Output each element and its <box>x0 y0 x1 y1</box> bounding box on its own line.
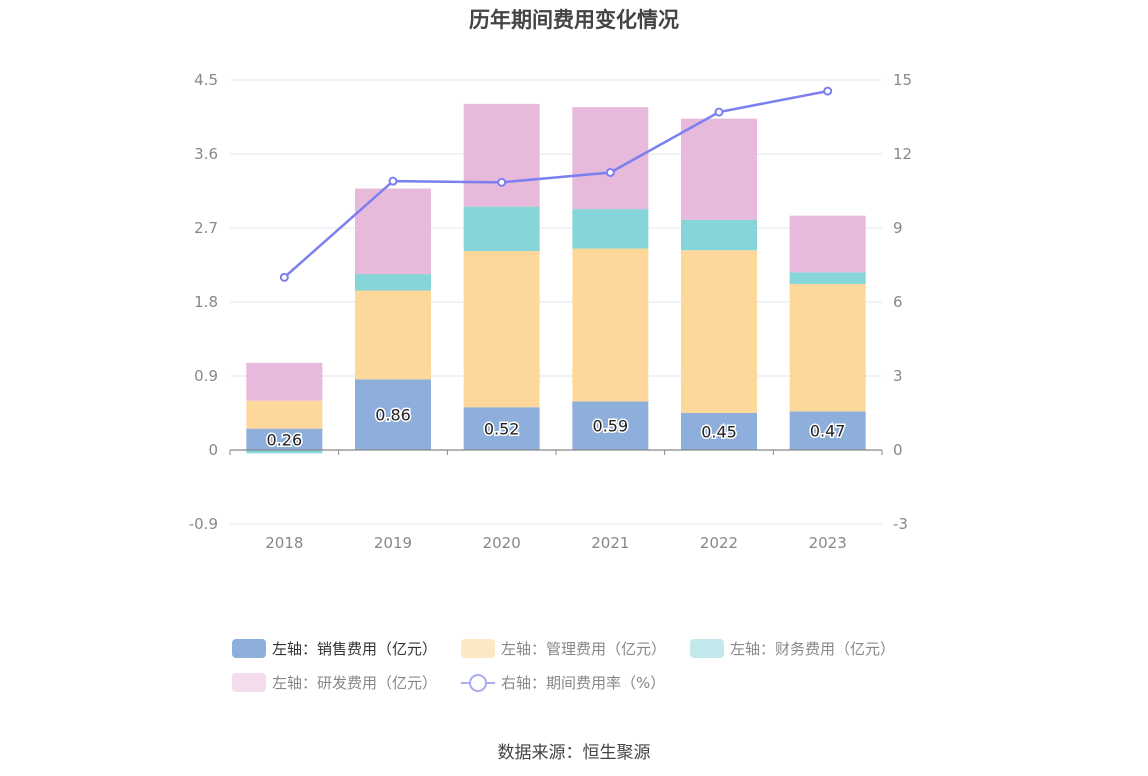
left-tick-label: 4.5 <box>194 71 218 89</box>
bar-segment <box>463 206 540 252</box>
bar-segment <box>463 251 540 408</box>
left-axis-ticks: -0.9 0 0.9 1.8 2.7 3.6 4.5 <box>189 71 218 533</box>
legend-swatch-sales <box>232 639 266 658</box>
bar-segment <box>681 219 757 251</box>
x-tick-label: 2018 <box>265 534 303 552</box>
bar-data-label: 0.45 <box>701 423 737 442</box>
right-tick-label: 15 <box>893 71 912 89</box>
bar-segment <box>246 362 323 401</box>
expense-ratio-point <box>605 168 615 177</box>
bar-data-label: 0.86 <box>375 406 411 425</box>
left-tick-label: 1.8 <box>194 293 218 311</box>
bar-segment <box>572 209 649 249</box>
left-tick-label: 3.6 <box>194 145 218 163</box>
legend-label-rd: 左轴：研发费用（亿元） <box>272 674 438 692</box>
legend-label-admin: 左轴：管理费用（亿元） <box>501 640 667 658</box>
x-tick-label: 2021 <box>591 534 629 552</box>
data-source: 数据来源：恒生聚源 <box>497 743 651 763</box>
legend-label-sales: 左轴：销售费用（亿元） <box>272 640 438 658</box>
legend-swatch-finance <box>690 639 725 658</box>
bar-segment <box>355 290 431 380</box>
bar-segment <box>681 250 757 413</box>
legend-item-admin[interactable]: 左轴：管理费用（亿元） <box>461 638 666 659</box>
expense-ratio-point <box>388 176 398 186</box>
bar-data-labels: 0.26 0.86 0.52 0.59 0.45 0.47 <box>265 404 847 451</box>
bar-segment <box>463 103 540 207</box>
x-axis-ticks: 2018 2019 2020 2021 2022 2023 <box>265 534 847 552</box>
legend-item-rd[interactable]: 左轴：研发费用（亿元） <box>232 672 437 693</box>
bar-segment <box>681 413 757 450</box>
right-axis-ticks: -3 0 3 6 9 12 15 <box>893 71 912 533</box>
bar-segment <box>789 411 866 450</box>
right-tick-label: 0 <box>893 441 903 459</box>
chart-plot: -0.9 0 0.9 1.8 2.7 3.6 4.5 -3 0 3 6 9 12 15 0.26 0.86… <box>189 71 912 552</box>
right-tick-label: -3 <box>893 515 908 533</box>
bar-segment <box>355 274 431 291</box>
bar-data-label: 0.52 <box>484 420 520 439</box>
bar-segment <box>789 215 866 273</box>
x-tick-label: 2023 <box>809 534 847 552</box>
right-tick-label: 3 <box>893 367 903 385</box>
legend-item-sales[interactable]: 左轴：销售费用（亿元） <box>232 638 437 659</box>
bar-segment <box>355 188 431 275</box>
x-tick-label: 2019 <box>374 534 412 552</box>
x-axis <box>229 449 883 455</box>
bar-segment <box>463 407 540 450</box>
bar-segment <box>572 401 649 450</box>
bar-segment <box>355 379 431 450</box>
legend-item-finance[interactable]: 左轴：财务费用（亿元） <box>690 638 895 659</box>
bar-data-label: 0.47 <box>810 422 846 441</box>
bar-segment <box>681 118 757 220</box>
bar-segment <box>246 428 323 450</box>
expense-ratio-point <box>823 86 833 96</box>
right-tick-label: 12 <box>893 145 912 163</box>
bar-data-label: 0.26 <box>267 430 303 449</box>
expense-ratio-point <box>714 107 724 117</box>
legend-label-finance: 左轴：财务费用（亿元） <box>730 640 896 658</box>
right-tick-label: 6 <box>893 293 903 311</box>
bar-segment <box>789 272 866 284</box>
legend-swatch-rd <box>232 673 266 692</box>
bar-segment <box>572 248 649 402</box>
left-tick-label: 0.9 <box>194 367 218 385</box>
legend-item-expense-ratio[interactable]: 右轴：期间费用率（%） <box>461 672 665 693</box>
bar-series <box>246 103 866 454</box>
expense-ratio-point <box>497 177 507 187</box>
left-tick-label: 2.7 <box>194 219 218 237</box>
bar-segment <box>789 283 866 412</box>
line-series <box>279 86 833 282</box>
bar-data-label: 0.59 <box>593 417 629 436</box>
right-tick-label: 9 <box>893 219 903 237</box>
x-tick-label: 2020 <box>483 534 521 552</box>
bar-segment <box>246 450 323 454</box>
grid-lines <box>230 79 882 525</box>
x-tick-label: 2022 <box>700 534 738 552</box>
expense-ratio-point <box>279 272 289 282</box>
left-tick-label: 0 <box>208 441 218 459</box>
chart-title: 历年期间费用变化情况 <box>469 8 679 32</box>
left-tick-label: -0.9 <box>189 515 218 533</box>
legend-label-expense-ratio: 右轴：期间费用率（%） <box>501 674 666 692</box>
legend-swatch-admin <box>461 639 496 658</box>
expense-ratio-line <box>283 89 828 279</box>
legend-swatch-expense-ratio <box>461 673 496 692</box>
bar-segment <box>246 400 323 429</box>
